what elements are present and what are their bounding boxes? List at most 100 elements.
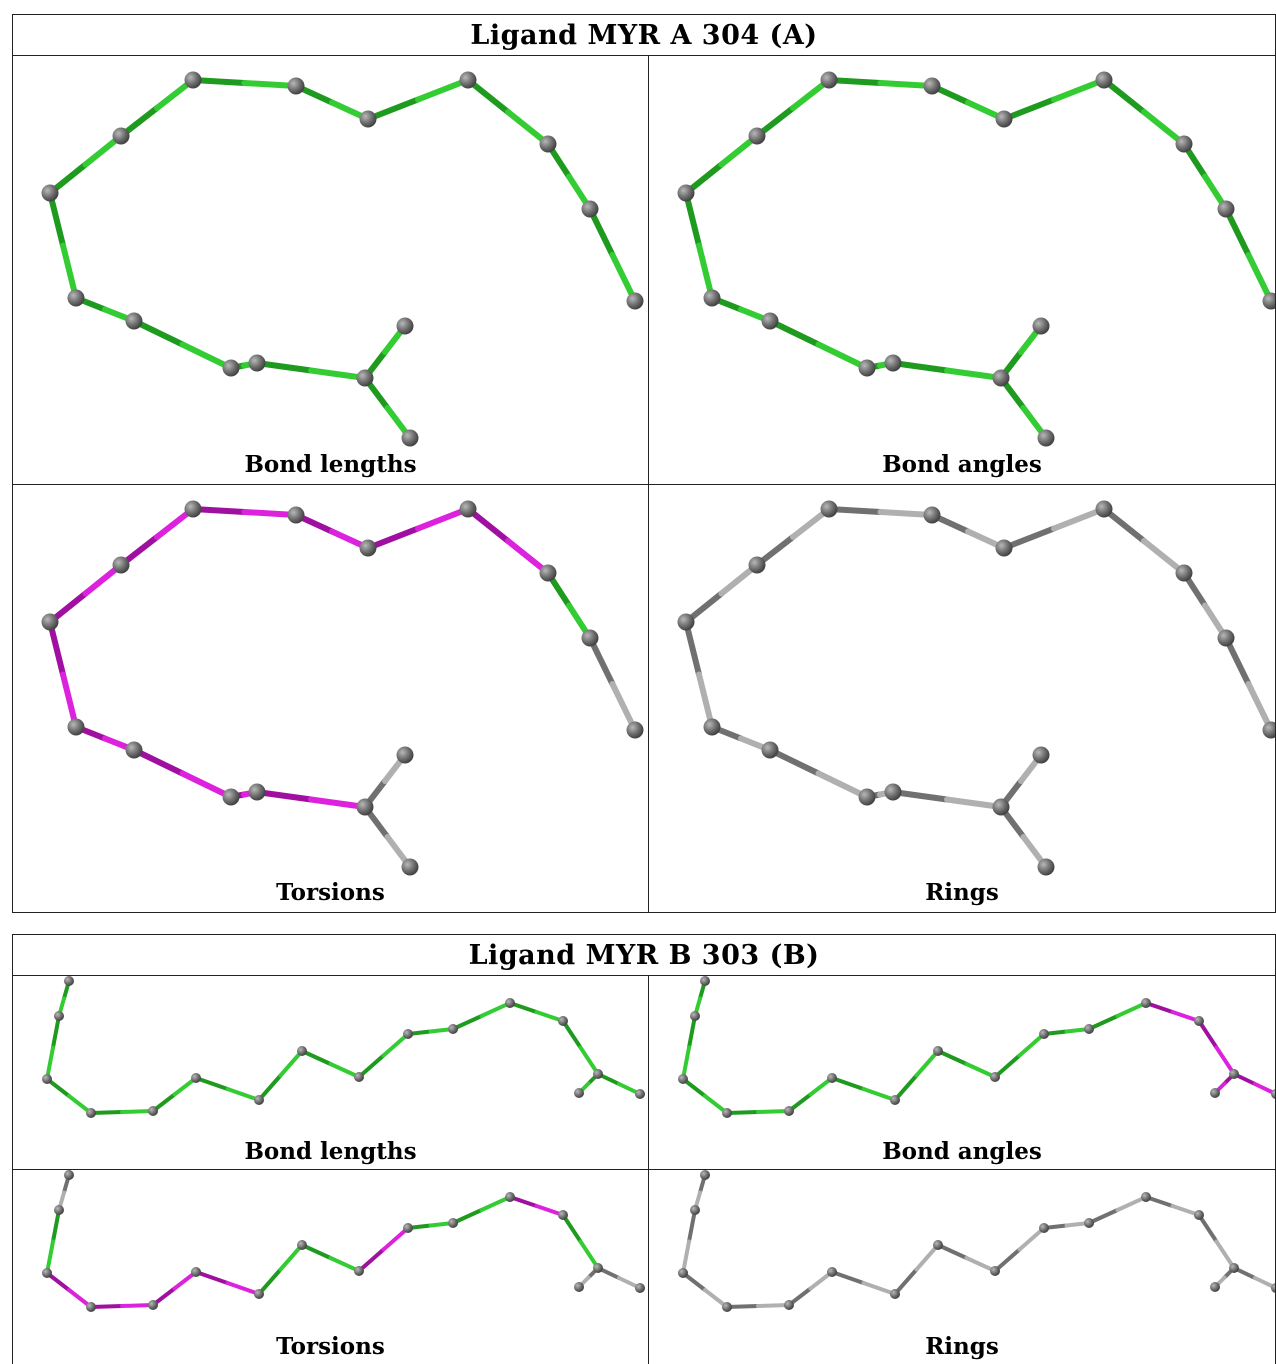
bond-0-9 [683, 190, 715, 301]
atom-13 [1229, 1263, 1239, 1273]
bond-6-7 [257, 1243, 304, 1296]
bond-13-14 [596, 1266, 642, 1290]
atom-7 [581, 200, 599, 218]
bond-5-6 [194, 1076, 261, 1102]
bond-3-4 [725, 1109, 791, 1115]
bond-13-15 [362, 375, 413, 441]
atom-4 [995, 110, 1013, 128]
atom-8 [990, 1266, 1000, 1276]
atom-1 [54, 1011, 64, 1021]
bond-0-1 [683, 133, 760, 196]
bond-12-13 [561, 1213, 600, 1270]
atom-9 [67, 718, 85, 736]
atom-15 [1037, 858, 1055, 876]
atom-0 [677, 184, 695, 202]
atom-11 [858, 788, 876, 806]
atom-12 [248, 783, 266, 801]
bond-9-10 [1042, 1027, 1091, 1036]
bond-7-8 [936, 1049, 997, 1079]
bond-3-4 [929, 512, 1007, 551]
atom-15 [574, 1088, 584, 1098]
bond-8-9 [993, 1032, 1046, 1079]
atom-10 [125, 312, 143, 330]
ligand-a-bond-lengths-view [41, 71, 644, 447]
ligand-a-bond-lengths-panel: Bond lengths [13, 56, 649, 485]
panel-caption: Bond angles [882, 451, 1042, 478]
bond-6-7 [257, 1049, 304, 1102]
bond-7-8 [1223, 206, 1274, 304]
atom-7 [1217, 629, 1235, 647]
bond-12-13 [254, 360, 368, 381]
atom-2 [678, 1074, 688, 1084]
bond-8-9 [993, 1226, 1046, 1273]
atom-10 [761, 741, 779, 759]
bond-7-8 [587, 635, 638, 733]
atom-13 [593, 1069, 603, 1079]
atom-7 [933, 1046, 943, 1056]
bond-12-13 [561, 1019, 600, 1076]
bond-8-9 [357, 1032, 410, 1079]
bond-2-3 [190, 506, 299, 518]
atom-3 [923, 77, 941, 95]
bond-0-1 [57, 1173, 71, 1212]
atom-12 [884, 783, 902, 801]
bond-1-2 [118, 77, 196, 139]
bond-7-8 [1223, 635, 1274, 733]
atom-1 [54, 1205, 64, 1215]
ligand-a-table: Ligand MYR A 304 (A) Bond lengths Bond a… [12, 14, 1276, 913]
bond-0-1 [683, 562, 760, 625]
bond-2-3 [681, 1271, 729, 1309]
bond-3-4 [725, 1303, 791, 1309]
atom-9 [67, 289, 85, 307]
atom-6 [890, 1095, 900, 1105]
bond-10-11 [767, 747, 870, 800]
atom-3 [923, 506, 941, 524]
atom-9 [1039, 1223, 1049, 1233]
atom-15 [401, 429, 419, 447]
bond-10-11 [451, 1195, 512, 1225]
atom-7 [297, 1240, 307, 1250]
panel-caption: Rings [925, 1333, 999, 1360]
bond-6-7 [893, 1243, 940, 1296]
atom-6 [890, 1289, 900, 1299]
ligand-b-bond-lengths-view [42, 976, 645, 1118]
bond-10-11 [131, 318, 234, 371]
ligand-b-bond-angles-panel: Bond angles [649, 976, 1275, 1170]
atom-5 [191, 1073, 201, 1083]
ligand-b-bond-angles-view [678, 976, 1275, 1118]
atom-0 [677, 613, 695, 631]
bond-13-14 [1232, 1266, 1275, 1290]
atom-3 [86, 1108, 96, 1118]
atom-10 [125, 741, 143, 759]
bond-4-5 [1001, 506, 1107, 551]
bond-4-5 [151, 1270, 198, 1307]
bond-0-9 [47, 190, 79, 301]
atom-14 [1032, 317, 1050, 335]
bond-1-2 [45, 1208, 61, 1275]
ligand-a-bond-angles-view [677, 71, 1275, 447]
bond-5-6 [830, 1076, 897, 1102]
atom-3 [722, 1108, 732, 1118]
bond-4-5 [1001, 77, 1107, 122]
bond-11-12 [1144, 1195, 1201, 1217]
atom-2 [820, 500, 838, 518]
bond-2-3 [45, 1077, 93, 1115]
atom-2 [42, 1268, 52, 1278]
atom-3 [86, 1302, 96, 1312]
ligand-b-table: Ligand MYR B 303 (B) Bond lengths Bond a… [12, 934, 1276, 1364]
atom-1 [112, 127, 130, 145]
ligand-b-rings-panel: Rings [649, 1170, 1275, 1364]
atom-15 [401, 858, 419, 876]
bond-1-2 [754, 77, 832, 139]
atom-5 [1095, 71, 1113, 89]
bond-0-9 [47, 619, 79, 730]
atom-10 [1084, 1218, 1094, 1228]
atom-7 [933, 1240, 943, 1250]
atom-1 [748, 556, 766, 574]
bond-2-3 [45, 1271, 93, 1309]
atom-11 [222, 788, 240, 806]
bond-13-14 [362, 323, 408, 381]
atom-8 [1262, 721, 1275, 739]
atom-13 [356, 798, 374, 816]
bond-3-4 [293, 83, 371, 122]
